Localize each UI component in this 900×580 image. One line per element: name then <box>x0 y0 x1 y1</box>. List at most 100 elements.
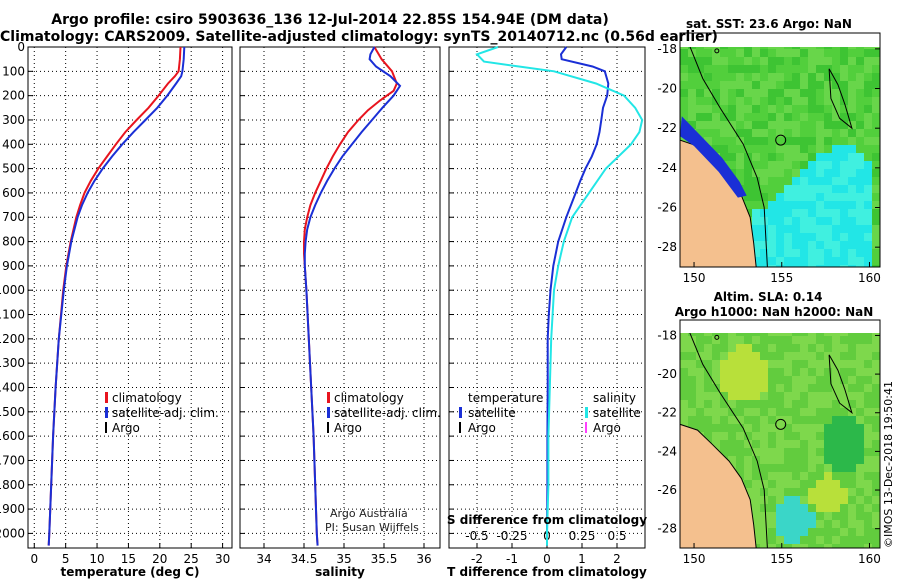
map-cell <box>816 137 824 145</box>
map-cell <box>744 440 752 448</box>
series-line-climatology <box>47 46 182 546</box>
map-cell <box>760 145 768 153</box>
map-cell <box>840 408 848 416</box>
map-cell <box>736 49 744 57</box>
map-cell <box>768 161 776 169</box>
map-cell <box>776 424 784 432</box>
map-cell <box>872 440 880 448</box>
map-cell <box>752 333 760 336</box>
map-cell <box>744 97 752 105</box>
map-cell <box>776 392 784 400</box>
map-cell <box>824 488 832 496</box>
map-cell <box>752 113 760 121</box>
map-cell <box>768 65 776 73</box>
map-cell <box>864 384 872 392</box>
map-cell <box>768 480 776 488</box>
map-cell <box>784 480 792 488</box>
map-cell <box>760 185 768 193</box>
map-cell <box>832 161 840 169</box>
map-cell <box>800 400 808 408</box>
temperature-legend: climatology satellite-adj. clim. Argo <box>105 391 219 435</box>
map-cell <box>776 33 784 41</box>
map-cell <box>776 145 784 153</box>
map-cell <box>784 121 792 129</box>
map-cell <box>872 145 880 153</box>
map-cell <box>760 177 768 185</box>
map-cell <box>688 384 696 392</box>
map-cell <box>816 65 824 73</box>
map-cell <box>704 49 712 57</box>
map-cell <box>824 352 832 360</box>
legend-swatch-t-satellite <box>459 407 462 418</box>
map-cell <box>728 113 736 121</box>
map-cell <box>872 153 880 161</box>
x-tick-label: -2 <box>471 552 483 566</box>
map-cell <box>752 528 760 536</box>
map-cell <box>856 129 864 137</box>
map-cell <box>872 161 880 169</box>
map-cell <box>856 249 864 257</box>
map-cell <box>736 33 744 41</box>
map-cell <box>856 145 864 153</box>
map-cell <box>752 336 760 344</box>
map-cell <box>728 33 736 41</box>
map-cell <box>784 161 792 169</box>
map-cell <box>688 344 696 352</box>
map-cell <box>720 121 728 129</box>
map-cell <box>792 496 800 504</box>
map-cell <box>720 344 728 352</box>
map-cell <box>784 153 792 161</box>
map-cell <box>848 360 856 368</box>
map-cell <box>784 233 792 241</box>
x-axis-label: temperature (deg C) <box>61 565 200 579</box>
map-cell <box>800 57 808 65</box>
land-australia <box>680 423 757 548</box>
map-cell <box>824 257 832 265</box>
map-cell <box>864 145 872 153</box>
x-tick-label: 15 <box>121 552 136 566</box>
map-cell <box>864 512 872 520</box>
legend-swatch-satellite <box>105 407 108 418</box>
map-y-tick-label: -26 <box>657 483 677 497</box>
map-cell <box>856 333 864 336</box>
map-cell <box>848 81 856 89</box>
map-cell <box>792 113 800 121</box>
map-cell <box>872 344 880 352</box>
map-cell <box>752 368 760 376</box>
map-cell <box>768 440 776 448</box>
map-cell <box>832 33 840 41</box>
map-cell <box>784 57 792 65</box>
map-cell <box>824 384 832 392</box>
map-cell <box>872 456 880 464</box>
map-cell <box>784 225 792 233</box>
map-cell <box>728 47 736 49</box>
map-cell <box>832 89 840 97</box>
map-cell <box>816 169 824 177</box>
map-cell <box>848 464 856 472</box>
map-cell <box>856 57 864 65</box>
map-cell <box>744 57 752 65</box>
map-cell <box>776 320 784 328</box>
map-cell <box>840 129 848 137</box>
series-line-satellite-salinity- <box>475 46 644 546</box>
map-cell <box>680 352 688 360</box>
map-cell <box>808 464 816 472</box>
map-cell <box>800 504 808 512</box>
map-cell <box>856 408 864 416</box>
map-cell <box>840 201 848 209</box>
map-cell <box>696 113 704 121</box>
map-cell <box>824 209 832 217</box>
map-cell <box>832 456 840 464</box>
map-cell <box>840 488 848 496</box>
map-cell <box>848 480 856 488</box>
map-cell <box>832 544 840 548</box>
map-cell <box>752 384 760 392</box>
map-cell <box>832 185 840 193</box>
map-cell <box>832 209 840 217</box>
map-cell <box>736 105 744 113</box>
map-cell <box>856 464 864 472</box>
x-tick-label: 35 <box>336 552 351 566</box>
map-cell <box>832 217 840 225</box>
map-cell <box>744 145 752 153</box>
map-cell <box>744 424 752 432</box>
